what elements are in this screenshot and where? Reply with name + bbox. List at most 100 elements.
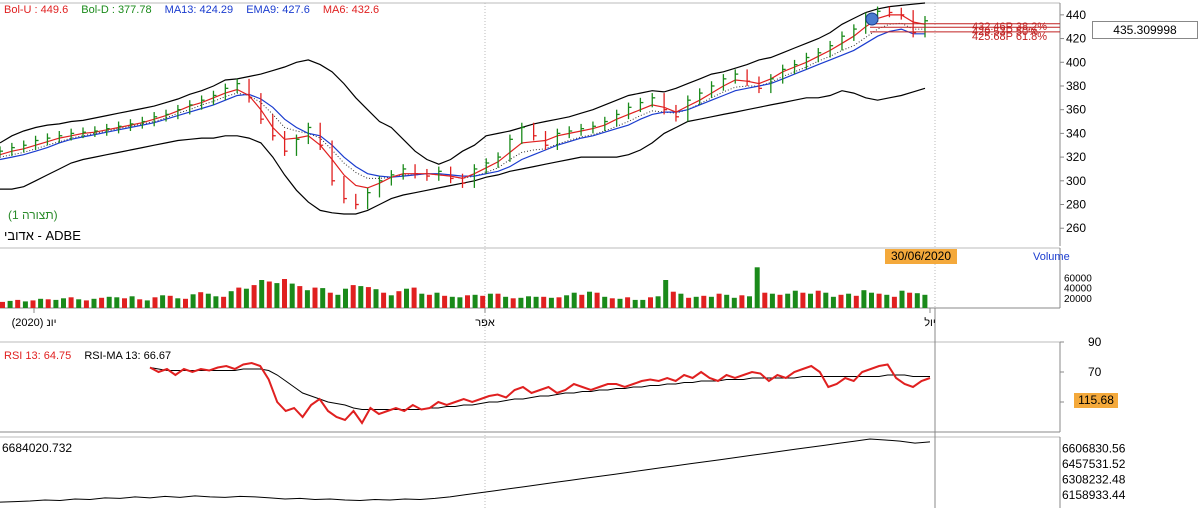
obv-line: [0, 438, 931, 503]
volume-bar: [213, 296, 219, 308]
obv-tick-label: 6308232.48: [1062, 473, 1126, 487]
volume-bar: [708, 296, 714, 308]
volume-bar: [122, 298, 127, 308]
volume-bar: [731, 297, 737, 308]
volume-bar: [686, 297, 692, 308]
volume-bar: [205, 293, 211, 308]
price-tick-label: 420: [1066, 32, 1086, 46]
price-tick-label: 260: [1066, 221, 1086, 235]
volume-bar: [358, 286, 364, 308]
volume-bar: [541, 296, 547, 308]
volume-bar: [838, 294, 844, 308]
volume-bar: [38, 298, 44, 308]
volume-bar: [30, 300, 36, 308]
volume-bar: [198, 292, 204, 308]
volume-bar: [609, 298, 615, 308]
volume-bar: [289, 283, 295, 308]
volume-bar: [144, 300, 150, 308]
price-tick-label: 280: [1066, 198, 1086, 212]
volume-bar: [53, 299, 59, 308]
obv-tick-label: 6457531.52: [1062, 457, 1126, 471]
volume-bar: [518, 297, 524, 308]
volume-bar: [297, 286, 303, 308]
volume-bar: [404, 288, 409, 308]
bollinger-upper-line: [0, 2, 926, 165]
volume-bar: [175, 298, 181, 308]
volume-tick-label: 20000: [1064, 294, 1092, 305]
volume-bar: [137, 299, 143, 308]
ema9-label: EMA9: 427.6: [246, 4, 310, 16]
volume-bar: [670, 291, 676, 308]
volume-bar: [228, 291, 234, 308]
volume-bar: [899, 290, 905, 308]
volume-bar: [571, 292, 577, 308]
volume-bar: [503, 296, 509, 308]
price-tick-label: 300: [1066, 174, 1086, 188]
volume-bar: [747, 296, 752, 308]
volume-bar: [320, 288, 326, 308]
volume-bar: [411, 287, 417, 308]
price-tick-label: 380: [1066, 79, 1086, 93]
volume-bar: [663, 280, 669, 308]
obv-label: 6684020.732: [2, 441, 73, 455]
price-tick-label: 320: [1066, 150, 1086, 164]
rsi-tick-label: 90: [1088, 335, 1102, 349]
volume-bar: [480, 295, 486, 308]
volume-bar: [221, 296, 227, 308]
volume-bar: [259, 280, 265, 308]
ma6-label: MA6: 432.6: [322, 4, 380, 16]
volume-bar: [655, 296, 661, 308]
volume-bar: [625, 297, 631, 308]
volume-bar: [823, 292, 829, 308]
volume-bar: [678, 293, 684, 308]
volume-bar: [449, 296, 455, 308]
volume-bar: [602, 296, 608, 308]
rsi-ma-label: RSI-MA 13: 66.67: [84, 350, 172, 362]
volume-bar: [769, 293, 775, 308]
fib-level-label: 425.68P 61.8%: [972, 31, 1047, 43]
volume-bar: [7, 300, 13, 308]
volume-bar: [800, 292, 806, 308]
volume-bar: [251, 285, 257, 308]
obv-tick-label: 6606830.56: [1062, 442, 1126, 456]
volume-bar: [22, 301, 28, 308]
fib-level-label: 429.53P 50%: [972, 26, 1038, 38]
volume-bar: [83, 300, 89, 308]
volume-bar: [45, 299, 51, 308]
globe-icon: [865, 12, 879, 26]
volume-bar: [91, 298, 97, 308]
volume-bar: [282, 279, 287, 308]
volume-panel-label: Volume: [1033, 251, 1070, 263]
volume-bar: [785, 293, 791, 308]
volume-bar: [922, 294, 928, 308]
volume-bar: [564, 295, 570, 308]
volume-bar: [846, 293, 852, 308]
volume-tick-label: 40000: [1064, 284, 1092, 295]
volume-bar: [343, 288, 348, 308]
volume-bar: [716, 293, 722, 308]
volume-bar: [526, 296, 531, 308]
volume-bar: [465, 295, 470, 308]
volume-bar: [388, 295, 394, 308]
volume-bar: [373, 289, 379, 308]
volume-bar: [160, 295, 166, 308]
volume-bar: [76, 299, 82, 308]
volume-bar: [762, 292, 768, 308]
volume-bar: [579, 294, 585, 308]
volume-bar: [808, 293, 813, 308]
volume-bar: [510, 298, 516, 308]
volume-bar: [274, 283, 280, 308]
price-tick-label: 440: [1066, 8, 1086, 22]
volume-bar: [442, 295, 448, 308]
volume-bar: [853, 295, 859, 308]
view-config-label[interactable]: (תצורה 1): [8, 208, 58, 222]
volume-bar: [129, 296, 135, 308]
time-axis-label: יונ (2020): [12, 317, 57, 329]
volume-bar: [792, 290, 798, 308]
rsi-line: [149, 361, 931, 425]
volume-bar: [114, 297, 120, 308]
volume-bar: [587, 291, 592, 308]
volume-bar: [327, 292, 333, 308]
